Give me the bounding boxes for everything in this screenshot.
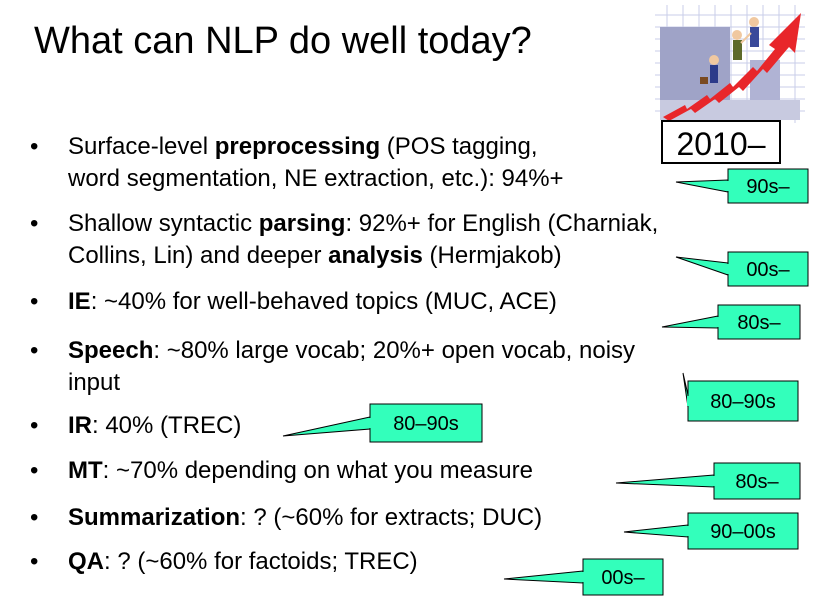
callout-box xyxy=(369,403,483,443)
business-people-climbing-arrow-icon xyxy=(655,5,805,123)
bullet-line: input xyxy=(68,367,120,399)
callout-joint xyxy=(687,526,690,536)
callout-label: 80s– xyxy=(735,471,779,493)
callout-box xyxy=(687,380,799,422)
callout-box xyxy=(727,168,809,204)
callout-joint xyxy=(717,317,720,327)
bullet-text: : 92%+ for English (Charniak, xyxy=(345,210,659,237)
callout-box xyxy=(713,462,801,500)
callout: 80s– xyxy=(661,304,801,340)
bold-term: analysis xyxy=(328,242,423,269)
bullet-dot: • xyxy=(30,548,39,575)
callout-pointer xyxy=(282,416,371,437)
bullet-dot: • xyxy=(30,210,39,237)
callout-label: 80–90s xyxy=(393,413,459,435)
bold-term: parsing xyxy=(258,210,346,237)
bullet-line: MT: ~70% depending on what you measure xyxy=(68,455,533,487)
bullet-line: Collins, Lin) and deeper analysis (Hermj… xyxy=(68,240,562,272)
callout: 90–00s xyxy=(623,512,799,550)
callout-pointer xyxy=(623,524,689,538)
callout-pointer xyxy=(675,179,729,193)
bullet-line: IE: ~40% for well-behaved topics (MUC, A… xyxy=(68,286,557,318)
bullet-line: Shallow syntactic parsing: 92%+ for Engl… xyxy=(68,208,658,240)
callout-pointer xyxy=(503,570,584,584)
bullet-text: Surface-level xyxy=(68,133,215,160)
callout: 00s– xyxy=(503,558,664,596)
callout-label: 80–90s xyxy=(710,391,776,413)
bullet-dot: • xyxy=(30,412,39,439)
callout-label: 00s– xyxy=(746,259,790,281)
callout-joint xyxy=(713,476,716,486)
bold-term: QA xyxy=(68,548,104,575)
callout-pointer xyxy=(615,474,715,488)
bold-term: MT xyxy=(68,457,103,484)
bullet-dot: • xyxy=(30,457,39,484)
bullet-dot: • xyxy=(30,288,39,315)
callout-label: 80s– xyxy=(737,312,781,334)
callout-box xyxy=(717,304,801,340)
callout-label: 90–00s xyxy=(710,521,776,543)
callout: 00s– xyxy=(675,251,809,287)
bullet-dot: • xyxy=(30,337,39,364)
bullet-line: IR: 40% (TREC) xyxy=(68,410,241,442)
callout-joint xyxy=(727,264,730,274)
bullet-text: : ~40% for well-behaved topics (MUC, ACE… xyxy=(90,288,557,315)
bullet-text: Collins, Lin) and deeper xyxy=(68,242,329,269)
bullet-text: input xyxy=(68,369,121,396)
bold-term: IR xyxy=(68,412,92,439)
bold-term: Summarization xyxy=(68,504,241,531)
callout-box xyxy=(727,251,809,287)
callout-pointer xyxy=(675,256,729,276)
year-label-box: 2010– xyxy=(661,120,781,164)
bold-term: IE xyxy=(68,288,91,315)
bullet-text: : 40% (TREC) xyxy=(92,412,242,439)
bullet-line: Speech: ~80% large vocab; 20%+ open voca… xyxy=(68,335,635,367)
bold-term: Speech xyxy=(68,337,154,364)
bullet-text: : ~80% large vocab; 20%+ open vocab, noi… xyxy=(153,337,636,364)
callout-joint xyxy=(582,572,585,582)
callout-joint xyxy=(369,418,372,428)
callout-joint xyxy=(687,396,690,406)
callout-joint xyxy=(727,181,730,191)
bold-term: preprocessing xyxy=(214,133,381,160)
bullet-dot: • xyxy=(30,133,39,160)
bullet-text: word segmentation, NE extraction, etc.):… xyxy=(68,165,564,192)
callout-pointer xyxy=(661,315,719,329)
slide-title: What can NLP do well today? xyxy=(34,20,532,62)
bullet-line: Summarization: ? (~60% for extracts; DUC… xyxy=(68,502,542,534)
bullet-text: : ? (~60% for factoids; TREC) xyxy=(104,548,418,575)
bullet-text: (POS tagging, xyxy=(380,133,538,160)
bullet-line: QA: ? (~60% for factoids; TREC) xyxy=(68,546,418,578)
bullet-dot: • xyxy=(30,504,39,531)
bullet-text: : ~70% depending on what you measure xyxy=(102,457,533,484)
bullet-text: Shallow syntactic xyxy=(68,210,259,237)
callout-label: 00s– xyxy=(601,567,645,589)
callout: 80–90s xyxy=(682,372,799,422)
bullet-text: (Hermjakob) xyxy=(422,242,562,269)
bullet-line: word segmentation, NE extraction, etc.):… xyxy=(68,163,564,195)
callout: 80s– xyxy=(615,462,801,500)
bullet-line: Surface-level preprocessing (POS tagging… xyxy=(68,131,538,163)
callout-label: 90s– xyxy=(746,176,790,198)
callout-box xyxy=(687,512,799,550)
callout: 90s– xyxy=(675,168,809,204)
callout: 80–90s xyxy=(282,403,483,443)
bullet-text: : ? (~60% for extracts; DUC) xyxy=(240,504,543,531)
